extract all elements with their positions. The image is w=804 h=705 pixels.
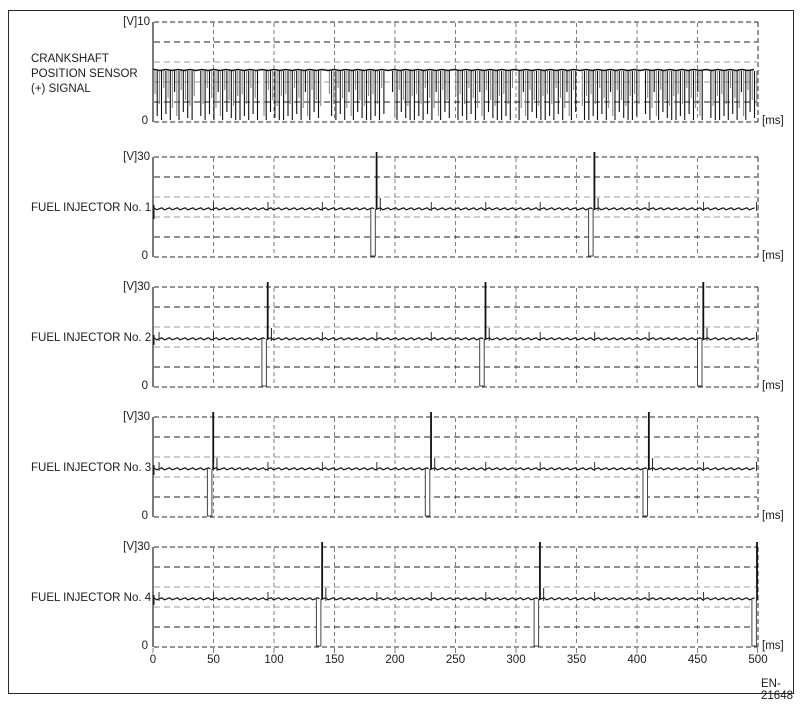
panel-1-plot [152, 152, 759, 258]
panel-1-grid [152, 156, 759, 258]
panel-4-ms-unit-label: [ms] [762, 640, 784, 652]
figure-border [8, 10, 794, 694]
panel-0-grid [152, 21, 759, 123]
x-tick-label-100: 100 [264, 654, 284, 666]
panel-1-ymin-label: 0 [141, 250, 148, 262]
panel-3-ymax-label: [V]30 [123, 411, 150, 423]
panel-4-trace [153, 542, 758, 647]
x-tick-label-200: 200 [385, 654, 405, 666]
panel-2-ms-unit-label: [ms] [762, 380, 784, 392]
panel-3-ymin-label: 0 [141, 510, 148, 522]
panel-1-ms-unit-label: [ms] [762, 250, 784, 262]
x-tick-label-250: 250 [445, 654, 466, 666]
panel-3-ms-unit-label: [ms] [762, 510, 784, 522]
panel-1-ymax-label: [V]30 [123, 151, 150, 163]
panel-2-grid [152, 286, 759, 388]
panel-0-label-line-2: (+) SIGNAL [31, 83, 91, 95]
panel-4-grid [152, 546, 759, 653]
panel-4-label: FUEL INJECTOR No. 4 [31, 592, 152, 604]
panel-2-plot [152, 282, 759, 388]
panel-2-ymin-label: 0 [141, 380, 148, 392]
panel-3-trace [153, 412, 757, 517]
panel-0-label-line-0: CRANKSHAFT [31, 53, 109, 65]
panel-0-ymax-label: [V]10 [123, 16, 150, 28]
x-tick-label-350: 350 [566, 654, 587, 666]
panel-4-ymin-label: 0 [141, 640, 148, 652]
panel-0-trace [153, 68, 758, 120]
panel-3-grid [152, 416, 759, 518]
x-tick-label-500: 500 [748, 654, 768, 666]
panel-0-ms-unit-label: [ms] [762, 115, 784, 127]
panel-1-trace [153, 152, 757, 257]
figure-code: EN-21648 [761, 678, 793, 702]
panel-2-trace [153, 282, 757, 387]
x-tick-label-300: 300 [506, 654, 526, 666]
x-tick-label-400: 400 [627, 654, 647, 666]
x-tick-label-50: 50 [207, 654, 220, 666]
panel-3-label: FUEL INJECTOR No. 3 [31, 462, 152, 474]
panel-4-ymax-label: [V]30 [123, 541, 150, 553]
panel-0-ymin-label: 0 [141, 115, 148, 127]
panel-3-plot [152, 412, 759, 518]
panel-2-label: FUEL INJECTOR No. 2 [31, 332, 152, 344]
panel-2-ymax-label: [V]30 [123, 281, 150, 293]
panel-4-plot [152, 542, 759, 653]
x-tick-label-450: 450 [687, 654, 708, 666]
panel-0-plot [152, 21, 759, 123]
x-tick-label-0: 0 [149, 654, 157, 666]
panel-1-label: FUEL INJECTOR No. 1 [31, 202, 152, 214]
x-tick-label-150: 150 [324, 654, 345, 666]
panel-0-label-line-1: POSITION SENSOR [31, 68, 138, 80]
